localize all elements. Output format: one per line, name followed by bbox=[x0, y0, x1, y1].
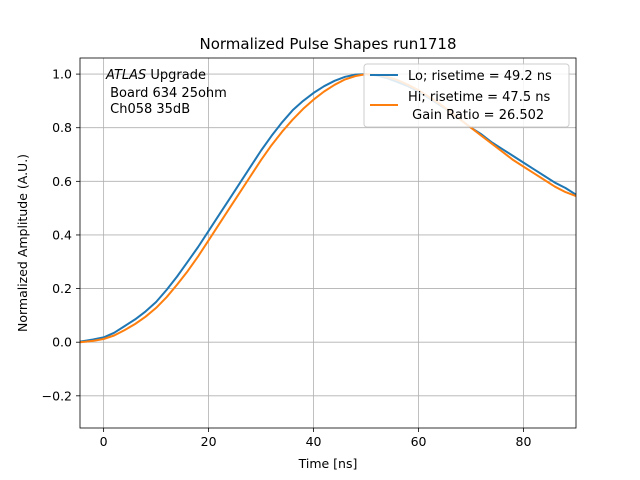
y-tick-label: −0.2 bbox=[42, 388, 72, 403]
legend-label-lo: Lo; risetime = 49.2 ns bbox=[408, 69, 552, 84]
axis-ticks: 0 20 40 60 80 −0.2 0.0 0.2 0.4 0.6 0.8 1.0 bbox=[42, 67, 532, 449]
x-tick-label: 20 bbox=[201, 434, 217, 449]
grid bbox=[80, 58, 576, 428]
x-axis-label: Time [ns] bbox=[298, 456, 358, 471]
series-lines bbox=[80, 73, 576, 344]
annotation-line-3: Ch058 35dB bbox=[106, 102, 190, 117]
y-tick-label: 0.4 bbox=[52, 227, 72, 242]
y-tick-label: 0.0 bbox=[52, 335, 72, 350]
x-tick-label: 80 bbox=[516, 434, 532, 449]
chart-title: Normalized Pulse Shapes run1718 bbox=[199, 35, 456, 53]
series-lo-line bbox=[80, 73, 576, 343]
series-hi-line bbox=[80, 73, 576, 344]
y-tick-label: 0.6 bbox=[52, 174, 72, 189]
legend-label-gain-ratio: Gain Ratio = 26.502 bbox=[408, 108, 544, 123]
annotation-line-1: ATLAS Upgrade bbox=[105, 68, 206, 83]
x-tick-label: 60 bbox=[411, 434, 427, 449]
annotation-upgrade: Upgrade bbox=[146, 68, 206, 83]
x-tick-label: 40 bbox=[306, 434, 322, 449]
y-tick-label: 0.8 bbox=[52, 120, 72, 135]
plot-frame bbox=[79, 57, 577, 429]
annotation-atlas-italic: ATLAS bbox=[105, 68, 146, 83]
y-axis-label: Normalized Amplitude (A.U.) bbox=[15, 154, 30, 332]
y-tick-label: 0.2 bbox=[52, 281, 72, 296]
x-tick-label: 0 bbox=[100, 434, 108, 449]
legend-label-hi: Hi; risetime = 47.5 ns bbox=[408, 90, 550, 105]
legend: Lo; risetime = 49.2 ns Hi; risetime = 47… bbox=[363, 63, 570, 128]
annotation-line-2: Board 634 25ohm bbox=[106, 86, 227, 101]
y-tick-label: 1.0 bbox=[52, 67, 72, 82]
legend-box bbox=[363, 63, 570, 128]
